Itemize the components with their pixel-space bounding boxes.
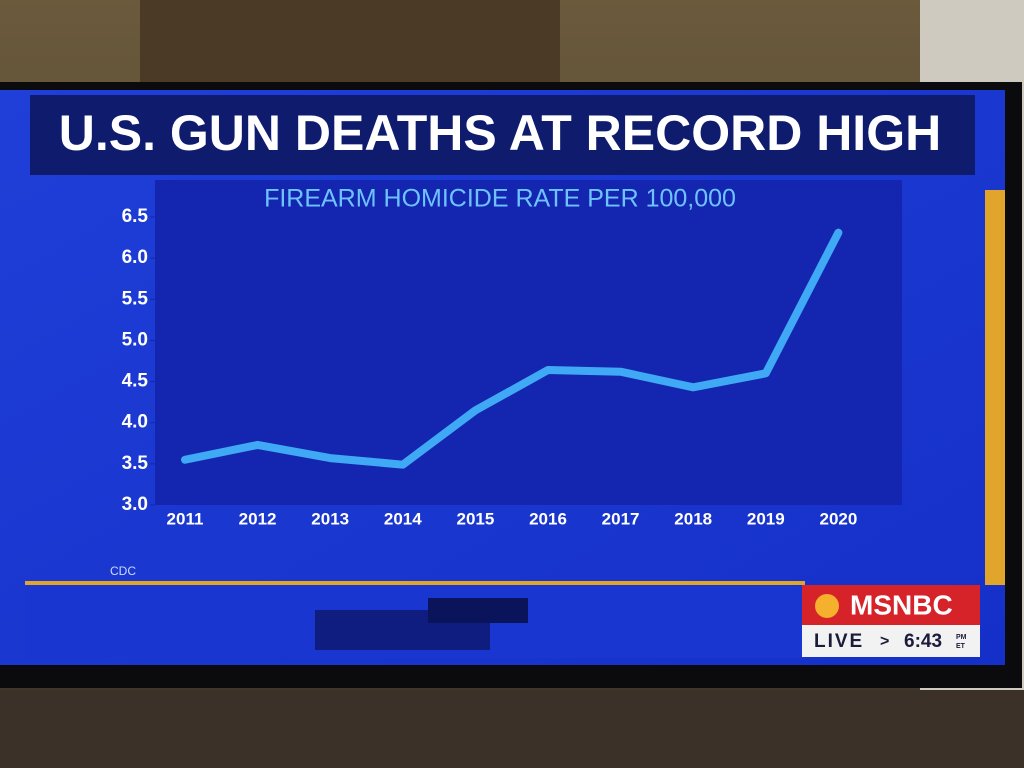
y-tick-label: 5.0 [122, 329, 148, 350]
source: CDC [110, 564, 136, 578]
clock-meridiem: PM [956, 634, 967, 641]
plot-panel [155, 180, 902, 505]
network-name: MSNBC [850, 589, 953, 620]
separator: > [880, 633, 889, 650]
y-tick-label: 4.0 [122, 412, 148, 433]
x-tick-label: 2018 [674, 509, 712, 528]
clock-zone: ET [956, 643, 966, 650]
x-tick-label: 2015 [456, 509, 494, 528]
chart-subtitle: FIREARM HOMICIDE RATE PER 100,000 [264, 185, 736, 213]
lower-rule [25, 581, 805, 585]
peacock-icon [815, 594, 839, 618]
x-tick-label: 2011 [167, 509, 204, 528]
live-box [802, 625, 980, 657]
x-tick-label: 2013 [311, 509, 349, 528]
live-label: LIVE [814, 631, 864, 652]
side-accent [985, 190, 1005, 585]
data-line [181, 228, 843, 469]
y-tick-label: 3.0 [122, 494, 148, 515]
x-tick-label: 2017 [602, 509, 640, 528]
x-tick-label: 2020 [819, 509, 857, 528]
tv-stand [0, 690, 1024, 768]
lower-block [428, 598, 528, 623]
y-tick-label: 3.5 [122, 453, 149, 474]
x-tick-label: 2016 [529, 509, 567, 528]
painting [140, 0, 560, 85]
x-tick-label: 2014 [384, 509, 422, 528]
clock-time: 6:43 [904, 631, 942, 652]
y-tick-label: 4.5 [122, 371, 149, 392]
y-tick-label: 6.5 [122, 206, 149, 227]
y-tick-label: 5.5 [122, 288, 149, 309]
x-tick-label: 2019 [747, 509, 785, 528]
y-tick-label: 6.0 [122, 247, 148, 268]
title-banner [30, 95, 975, 175]
chart-title: U.S. GUN DEATHS AT RECORD HIGH [59, 105, 941, 161]
x-tick-label: 2012 [239, 509, 277, 528]
